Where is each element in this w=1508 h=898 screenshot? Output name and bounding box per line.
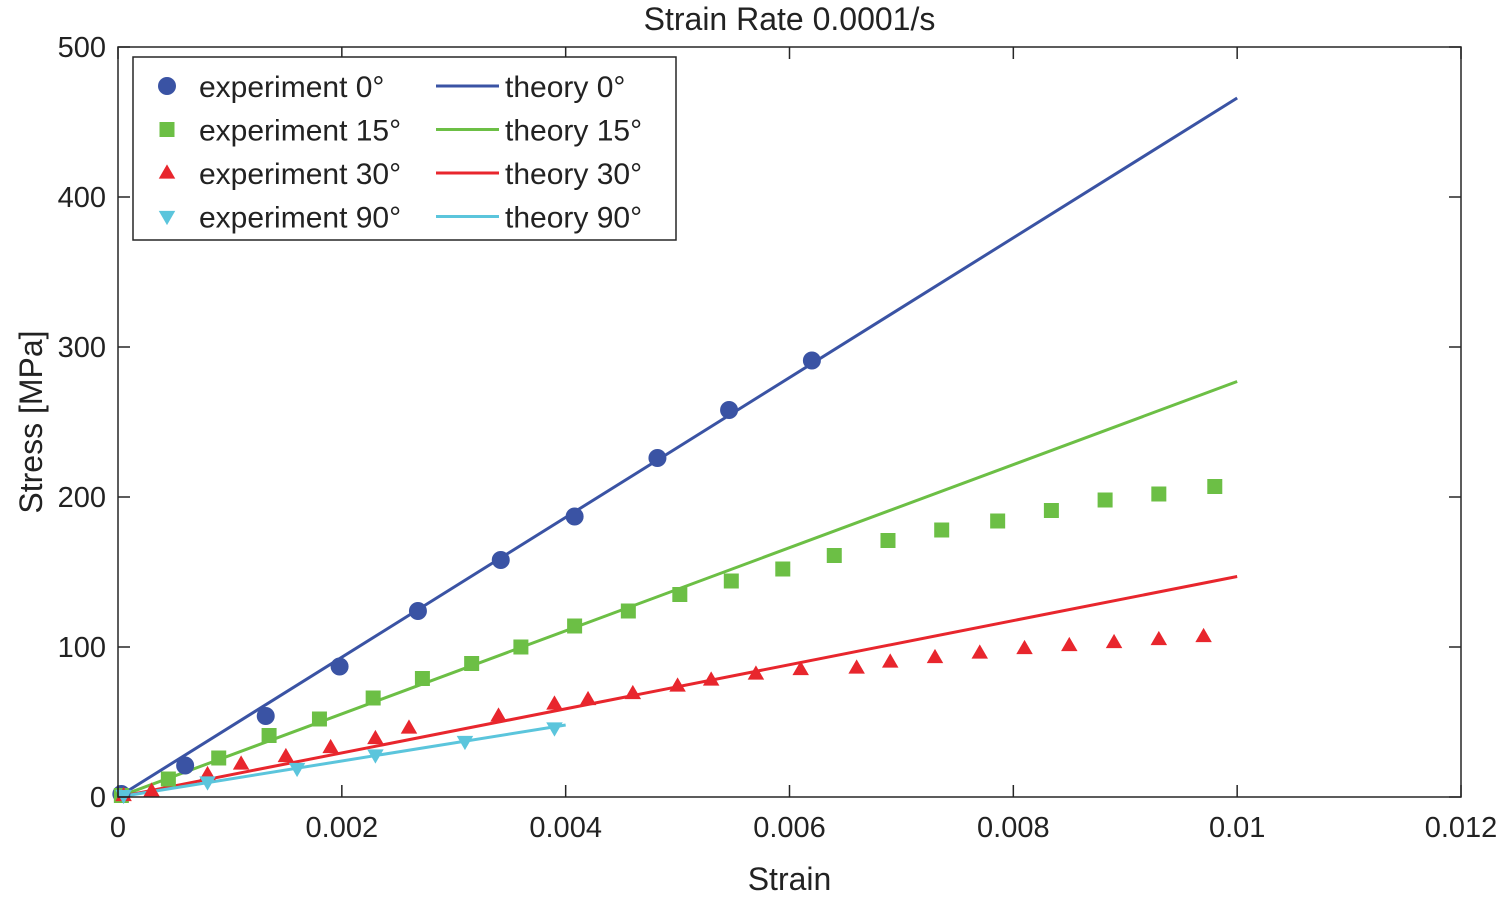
data-point-experiment-30deg	[579, 690, 597, 706]
x-tick-label: 0.012	[1425, 812, 1498, 844]
data-point-experiment-0deg	[256, 707, 275, 725]
data-point-experiment-15deg	[567, 618, 583, 634]
data-point-experiment-30deg	[881, 653, 899, 668]
chart-title: Strain Rate 0.0001/s	[644, 1, 936, 37]
data-point-experiment-0deg	[176, 756, 195, 775]
legend-label: experiment 15°	[199, 115, 401, 148]
y-tick-label: 100	[58, 632, 106, 664]
data-point-experiment-15deg	[620, 603, 636, 619]
legend-marker-experiment-15deg	[159, 122, 175, 137]
data-point-experiment-90deg	[199, 776, 216, 791]
series-layer	[112, 96, 1238, 805]
legend-box	[132, 56, 677, 241]
legend-marker-experiment-0deg	[158, 77, 176, 95]
data-point-experiment-0deg	[648, 449, 667, 467]
data-point-experiment-15deg	[934, 522, 950, 538]
x-tick-label: 0.008	[977, 812, 1050, 844]
y-axis-ticks: 0 100 200 300 400 500	[58, 32, 1461, 814]
data-point-experiment-90deg	[456, 735, 474, 751]
data-point-experiment-30deg	[232, 755, 250, 770]
data-point-experiment-0deg	[720, 401, 739, 419]
series-experiment-90deg	[115, 722, 563, 805]
x-tick-label: 0.006	[753, 812, 826, 844]
y-tick-label: 300	[58, 332, 106, 364]
data-point-experiment-15deg	[365, 690, 381, 706]
y-tick-label: 0	[90, 782, 106, 814]
data-point-experiment-15deg	[826, 548, 842, 563]
data-point-experiment-90deg	[367, 749, 384, 764]
data-point-experiment-30deg	[546, 695, 563, 710]
data-point-experiment-30deg	[1150, 630, 1168, 646]
series-line-theory-90deg	[117, 723, 566, 799]
data-point-experiment-30deg	[792, 660, 809, 676]
data-point-experiment-0deg	[491, 551, 510, 569]
data-point-experiment-15deg	[1151, 486, 1167, 502]
data-point-experiment-15deg	[672, 587, 688, 602]
x-tick-label: 0.01	[1209, 812, 1265, 844]
data-point-experiment-0deg	[565, 507, 584, 526]
data-point-experiment-30deg	[1105, 633, 1123, 649]
legend-label: experiment 0°	[199, 71, 384, 104]
y-axis-label: Stress [MPa]	[13, 330, 49, 513]
data-point-experiment-30deg	[926, 648, 944, 664]
data-point-experiment-30deg	[1016, 639, 1033, 655]
data-point-experiment-30deg	[367, 729, 384, 745]
series-experiment-0deg	[112, 351, 821, 803]
legend-marker-experiment-90deg	[158, 210, 176, 226]
data-point-experiment-30deg	[277, 747, 295, 763]
data-point-experiment-15deg	[1043, 503, 1059, 518]
data-point-experiment-15deg	[211, 750, 227, 766]
data-point-experiment-90deg	[288, 762, 306, 778]
data-point-experiment-30deg	[747, 665, 765, 680]
data-point-experiment-15deg	[723, 573, 739, 589]
x-axis-label: Strain	[748, 861, 832, 897]
legend: experiment 0° experiment 15° experiment 30…	[132, 56, 677, 241]
legend-label: theory 0°	[505, 71, 625, 104]
data-point-experiment-15deg	[261, 728, 277, 743]
legend-marker-experiment-30deg	[158, 164, 176, 179]
legend-label: experiment 30°	[199, 158, 401, 191]
data-point-experiment-0deg	[802, 351, 821, 370]
data-point-experiment-30deg	[669, 677, 686, 692]
data-point-experiment-30deg	[624, 684, 642, 700]
data-point-experiment-15deg	[414, 671, 430, 686]
x-axis-ticks: 0 0.002 0.004 0.006 0.008 0.01 0.012	[110, 47, 1497, 844]
data-point-experiment-30deg	[848, 659, 865, 674]
x-tick-label: 0.004	[529, 812, 602, 844]
data-point-experiment-0deg	[330, 657, 349, 676]
x-tick-label: 0.002	[306, 812, 379, 844]
data-point-experiment-30deg	[400, 719, 418, 734]
series-line-theory-0deg	[117, 96, 1238, 799]
data-point-experiment-15deg	[464, 656, 480, 671]
data-point-experiment-0deg	[408, 602, 427, 620]
data-point-experiment-15deg	[880, 533, 896, 548]
data-point-experiment-90deg	[546, 722, 563, 737]
y-tick-label: 500	[58, 32, 106, 64]
data-point-experiment-15deg	[513, 639, 529, 655]
data-point-experiment-15deg	[1207, 479, 1223, 494]
data-point-experiment-15deg	[160, 771, 176, 787]
series-theory-90deg	[117, 723, 566, 799]
legend-label: experiment 90°	[199, 202, 401, 235]
y-tick-label: 200	[58, 482, 106, 514]
data-point-experiment-30deg	[971, 644, 989, 659]
data-point-experiment-15deg	[1097, 492, 1113, 508]
data-point-experiment-30deg	[143, 782, 160, 797]
y-tick-label: 400	[58, 182, 106, 214]
data-point-experiment-15deg	[311, 711, 327, 727]
legend-label: theory 15°	[505, 115, 642, 148]
data-point-experiment-15deg	[990, 513, 1006, 529]
data-point-experiment-30deg	[1195, 627, 1212, 643]
data-point-experiment-15deg	[775, 561, 791, 577]
data-point-experiment-30deg	[702, 671, 720, 686]
series-theory-0deg	[117, 96, 1238, 799]
legend-label: theory 30°	[505, 158, 642, 191]
data-point-experiment-30deg	[322, 738, 339, 754]
legend-label: theory 90°	[505, 202, 642, 235]
data-point-experiment-30deg	[490, 707, 507, 722]
data-point-experiment-30deg	[1061, 636, 1078, 652]
x-tick-label: 0	[110, 812, 126, 844]
